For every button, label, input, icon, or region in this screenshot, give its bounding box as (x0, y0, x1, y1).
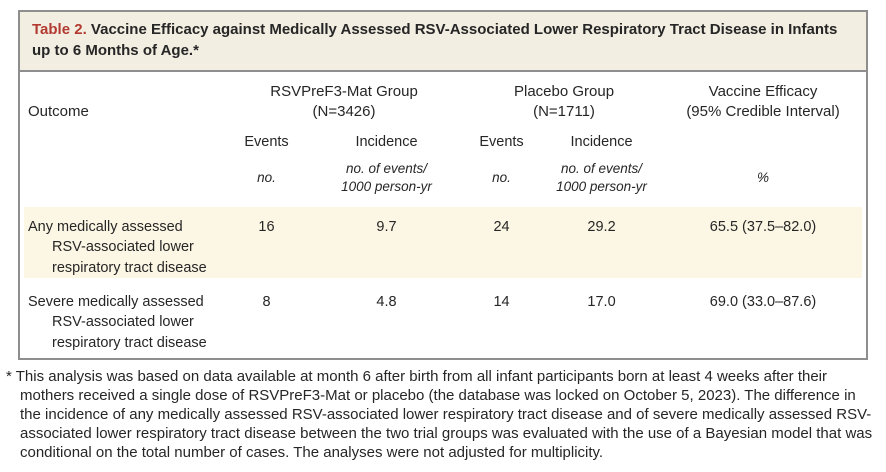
g1-events-unit: no. (257, 169, 276, 185)
g2-events-unit: no. (492, 169, 511, 185)
efficacy-value: 69.0 (33.0–87.6) (709, 294, 817, 311)
table-row-any-disease: Any medically assessed RSV-associated lo… (24, 207, 862, 279)
g2-incidence-unit: no. of events/ 1000 person-yr (556, 161, 647, 194)
g1-events-value: 8 (262, 294, 271, 311)
footnote-asterisk: * (6, 368, 12, 386)
units-empty (24, 152, 224, 207)
placebo-group-header: Placebo Group (N=1711) (513, 82, 615, 120)
g2-events-value: 24 (493, 219, 510, 236)
subheader-row: Events Incidence Events Incidence (24, 124, 862, 152)
efficacy-value: 65.5 (37.5–82.0) (709, 219, 817, 236)
table-row-severe-disease: Severe medically assessed RSV-associated… (24, 278, 862, 358)
rsvpref3-group-header: RSVPreF3-Mat Group (N=3426) (270, 82, 418, 120)
g1-incidence-subheader: Incidence (355, 134, 418, 151)
g1-incidence-unit: no. of events/ 1000 person-yr (341, 161, 432, 194)
vaccine-efficacy-header: Vaccine Efficacy (95% Credible Interval) (686, 82, 840, 120)
g2-events-subheader: Events (479, 134, 524, 151)
g2-incidence-value: 29.2 (587, 219, 616, 236)
table-title-text: Vaccine Efficacy against Medically Asses… (32, 21, 838, 60)
efficacy-unit: % (757, 169, 770, 185)
g1-events-value: 16 (258, 219, 275, 236)
footnote-text: This analysis was based on data availabl… (15, 368, 873, 462)
efficacy-subheader-empty (664, 124, 862, 152)
g1-incidence-value: 9.7 (376, 219, 397, 236)
table-body-box: Outcome RSVPreF3-Mat Group (N=3426) Plac… (18, 71, 868, 361)
subheader-empty (24, 124, 224, 152)
g2-events-value: 14 (493, 294, 510, 311)
table-footnote: * This analysis was based on data availa… (6, 367, 878, 462)
efficacy-table: Outcome RSVPreF3-Mat Group (N=3426) Plac… (24, 72, 862, 358)
outcome-column-header: Outcome (28, 102, 89, 120)
table-title-band: Table 2. Vaccine Efficacy against Medica… (18, 10, 868, 72)
table-number-label: Table 2. (32, 21, 87, 38)
g2-incidence-value: 17.0 (587, 294, 616, 311)
outcome-cell: Any medically assessed RSV-associated lo… (28, 219, 207, 276)
g1-events-subheader: Events (244, 134, 289, 151)
column-group-header-row: Outcome RSVPreF3-Mat Group (N=3426) Plac… (24, 72, 862, 125)
g1-incidence-value: 4.8 (376, 294, 397, 311)
table-card: Table 2. Vaccine Efficacy against Medica… (18, 10, 868, 361)
units-row: no. no. of events/ 1000 person-yr no. no… (24, 152, 862, 207)
figure-table-2: Table 2. Vaccine Efficacy against Medica… (0, 10, 886, 472)
outcome-cell: Severe medically assessed RSV-associated… (28, 294, 207, 351)
g2-incidence-subheader: Incidence (570, 134, 633, 151)
